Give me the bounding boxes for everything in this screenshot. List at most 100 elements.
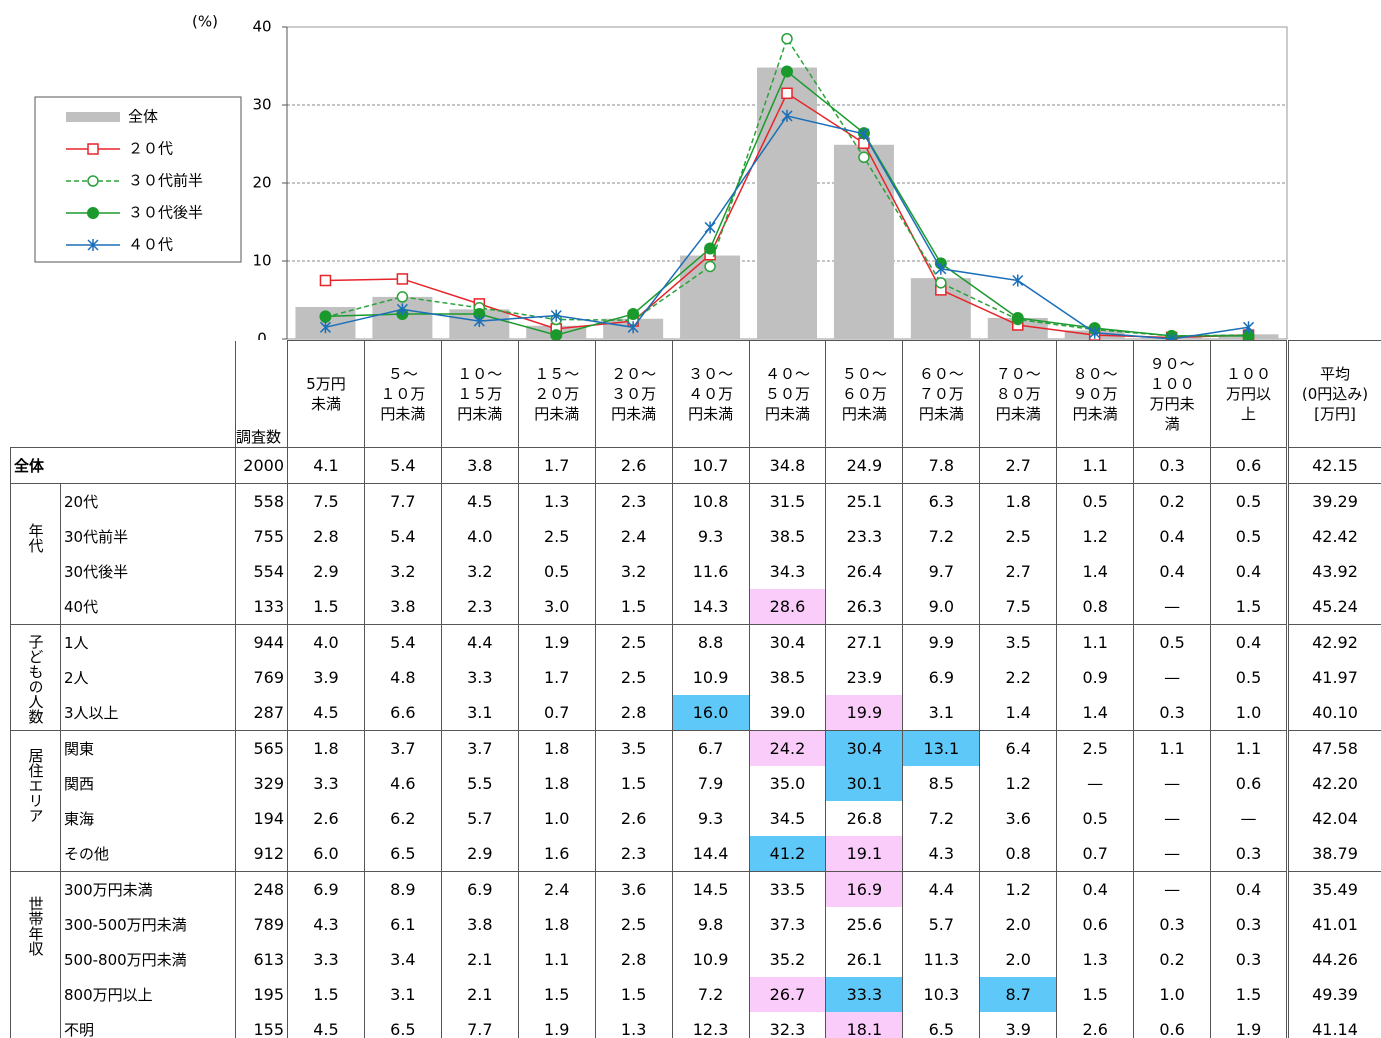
column-header: ３０～ ４０万 円未満	[671, 340, 750, 448]
value-cell: —	[1210, 801, 1288, 836]
marker	[1243, 321, 1255, 334]
value-cell: 9.8	[671, 907, 750, 942]
value-cell: 1.2	[979, 766, 1058, 801]
legend-label: ４０代	[128, 236, 173, 254]
data-row: 2人 769 3.9 4.8 3.3 1.7 2.5 10.9 38.5 23.9 6.9 2.2 0.…	[11, 660, 1381, 695]
value-cell: 37.3	[748, 907, 827, 942]
row-label: 40代	[60, 589, 236, 625]
value-cell: 9.9	[902, 624, 981, 660]
value-cell: 6.9	[902, 660, 981, 695]
marker	[550, 329, 563, 340]
count-cell: 755	[235, 519, 288, 554]
value-cell: 0.5	[1056, 801, 1135, 836]
value-cell: 2.5	[594, 624, 673, 660]
value-cell: 1.1	[1133, 730, 1212, 766]
value-cell: —	[1133, 766, 1212, 801]
legend-label: ３０代前半	[128, 172, 203, 190]
value-cell: 0.6	[1210, 766, 1288, 801]
value-cell: 1.8	[979, 483, 1058, 519]
group-label: 子どもの人数	[26, 634, 45, 724]
value-cell: —	[1133, 836, 1212, 872]
value-cell: 0.4	[1056, 871, 1135, 907]
value-cell: 26.7	[748, 977, 827, 1012]
marker	[704, 221, 716, 234]
value-cell: 19.9	[825, 695, 904, 731]
marker	[473, 315, 485, 328]
value-cell: 23.3	[825, 519, 904, 554]
value-cell: 1.7	[517, 447, 596, 484]
value-cell: 2.6	[1056, 1012, 1135, 1038]
value-cell: 7.2	[671, 977, 750, 1012]
marker	[87, 143, 99, 155]
value-cell: 4.5	[440, 483, 519, 519]
value-cell: 0.4	[1210, 871, 1288, 907]
value-cell: 1.7	[517, 660, 596, 695]
value-cell: 2.1	[440, 977, 519, 1012]
row-label: 300-500万円未満	[60, 907, 236, 942]
value-cell: 11.6	[671, 554, 750, 589]
column-header: １００ 万円以 上	[1210, 340, 1288, 448]
value-cell: 2.5	[594, 660, 673, 695]
value-cell: 6.6	[363, 695, 442, 731]
marker	[781, 109, 793, 122]
group-cell: 世帯年収	[10, 871, 61, 1038]
value-cell: 5.5	[440, 766, 519, 801]
value-cell: 3.8	[440, 907, 519, 942]
value-cell: 10.8	[671, 483, 750, 519]
value-cell: 7.8	[902, 447, 981, 484]
value-cell: 34.3	[748, 554, 827, 589]
value-cell: 6.9	[440, 871, 519, 907]
y-tick-label: 0	[257, 330, 267, 341]
row-label: 3人以上	[60, 695, 236, 731]
value-cell: 2.0	[979, 942, 1058, 977]
group-label: 世帯年収	[26, 896, 45, 956]
value-cell: 3.8	[363, 589, 442, 625]
value-cell: 5.7	[440, 801, 519, 836]
value-cell: 4.4	[440, 624, 519, 660]
value-cell: 6.2	[363, 801, 442, 836]
value-cell: 5.4	[363, 624, 442, 660]
value-cell: 6.0	[287, 836, 365, 872]
column-header: 5万円 未満	[287, 340, 365, 448]
count-cell: 789	[235, 907, 288, 942]
value-cell: 14.3	[671, 589, 750, 625]
value-cell: 2.7	[979, 554, 1058, 589]
value-cell: 1.5	[517, 977, 596, 1012]
marker	[396, 291, 409, 303]
value-cell: 6.1	[363, 907, 442, 942]
legend-box	[34, 96, 242, 263]
legend-label: ２０代	[128, 140, 173, 158]
value-cell: 1.1	[1210, 730, 1288, 766]
avg-cell: 38.79	[1285, 836, 1381, 872]
value-cell: 2.5	[594, 907, 673, 942]
avg-cell: 43.92	[1285, 554, 1381, 589]
data-row: 800万円以上 195 1.5 3.1 2.1 1.5 1.5 7.2 26.7 33.3 10.3…	[11, 977, 1381, 1012]
avg-cell: 41.97	[1285, 660, 1381, 695]
value-cell: 35.0	[748, 766, 827, 801]
value-cell: 16.0	[671, 695, 750, 731]
value-cell: 31.5	[748, 483, 827, 519]
value-cell: 3.5	[594, 730, 673, 766]
row-label: 300万円未満	[60, 871, 236, 907]
value-cell: 3.0	[517, 589, 596, 625]
marker	[1012, 274, 1024, 287]
marker	[704, 260, 716, 273]
marker	[1166, 333, 1178, 340]
value-cell: 35.2	[748, 942, 827, 977]
value-cell: 38.5	[748, 519, 827, 554]
value-cell: 1.5	[287, 589, 365, 625]
value-cell: 9.3	[671, 801, 750, 836]
value-cell: 30.4	[825, 730, 904, 766]
value-cell: 1.9	[517, 1012, 596, 1038]
value-cell: 2.8	[594, 942, 673, 977]
count-header: 調査数	[235, 340, 288, 448]
value-cell: 3.9	[287, 660, 365, 695]
value-cell: 1.2	[1056, 519, 1135, 554]
column-header: ５０～ ６０万 円未満	[825, 340, 904, 448]
value-cell: 2.5	[979, 519, 1058, 554]
value-cell: 14.4	[671, 836, 750, 872]
count-cell: 329	[235, 766, 288, 801]
value-cell: 6.4	[979, 730, 1058, 766]
marker	[319, 310, 332, 323]
bar	[833, 144, 894, 339]
